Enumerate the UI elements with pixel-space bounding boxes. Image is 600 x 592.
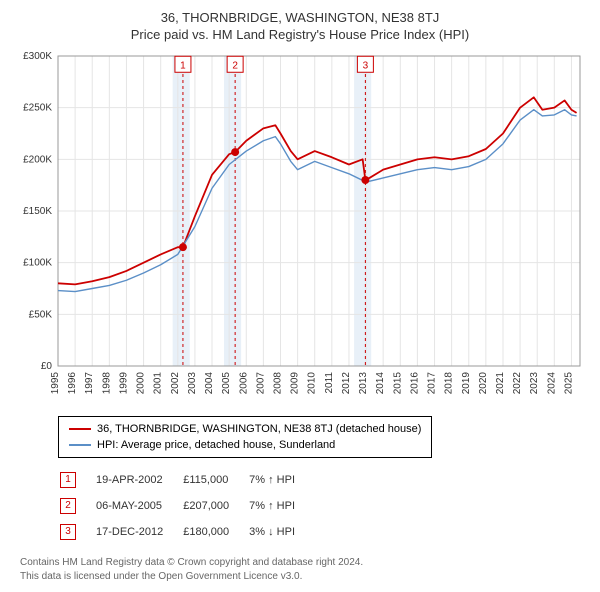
legend-swatch (69, 428, 91, 430)
svg-text:2006: 2006 (238, 372, 249, 395)
svg-text:3: 3 (363, 60, 369, 71)
attribution-footer: Contains HM Land Registry data © Crown c… (20, 556, 590, 584)
svg-text:2017: 2017 (427, 372, 438, 395)
marker-pct: 7% ↑ HPI (249, 468, 313, 492)
svg-text:£150K: £150K (23, 206, 52, 217)
svg-text:2003: 2003 (187, 372, 198, 395)
legend-swatch (69, 444, 91, 446)
svg-text:2024: 2024 (546, 372, 557, 395)
marker-chip: 1 (60, 472, 76, 488)
svg-text:1: 1 (180, 60, 186, 71)
svg-text:2025: 2025 (563, 372, 574, 395)
chart-container: 36, THORNBRIDGE, WASHINGTON, NE38 8TJ Pr… (0, 0, 600, 592)
svg-text:2: 2 (232, 60, 238, 71)
marker-date: 19-APR-2002 (96, 468, 181, 492)
svg-text:£200K: £200K (23, 154, 52, 165)
svg-text:2015: 2015 (392, 372, 403, 395)
svg-text:1999: 1999 (118, 372, 129, 395)
svg-text:1998: 1998 (101, 372, 112, 395)
svg-text:2011: 2011 (324, 372, 335, 394)
marker-date: 17-DEC-2012 (96, 520, 181, 544)
svg-text:£100K: £100K (23, 258, 52, 269)
svg-text:2009: 2009 (290, 372, 301, 395)
legend-label: HPI: Average price, detached house, Sund… (97, 439, 335, 451)
marker-pct: 3% ↓ HPI (249, 520, 313, 544)
svg-text:2016: 2016 (409, 372, 420, 395)
marker-price: £180,000 (183, 520, 247, 544)
svg-text:2018: 2018 (444, 372, 455, 395)
footer-line: Contains HM Land Registry data © Crown c… (20, 556, 590, 570)
svg-text:2000: 2000 (136, 372, 147, 395)
svg-text:2022: 2022 (512, 372, 523, 395)
marker-price: £115,000 (183, 468, 247, 492)
svg-text:2014: 2014 (375, 372, 386, 395)
marker-row: 2 06-MAY-2005£207,0007% ↑ HPI (60, 494, 313, 518)
event-markers-table: 1 19-APR-2002£115,0007% ↑ HPI 2 06-MAY-2005… (58, 466, 315, 546)
svg-text:2023: 2023 (529, 372, 540, 395)
marker-row: 1 19-APR-2002£115,0007% ↑ HPI (60, 468, 313, 492)
svg-text:1995: 1995 (50, 372, 61, 395)
svg-text:2005: 2005 (221, 372, 232, 395)
marker-chip: 3 (60, 524, 76, 540)
svg-text:2010: 2010 (307, 372, 318, 395)
legend-item: HPI: Average price, detached house, Sund… (69, 437, 421, 453)
svg-text:2004: 2004 (204, 372, 215, 395)
svg-text:2013: 2013 (358, 372, 369, 395)
svg-text:1996: 1996 (67, 372, 78, 395)
svg-text:£50K: £50K (29, 309, 53, 320)
legend-item: 36, THORNBRIDGE, WASHINGTON, NE38 8TJ (d… (69, 421, 421, 437)
marker-date: 06-MAY-2005 (96, 494, 181, 518)
svg-text:2008: 2008 (272, 372, 283, 395)
marker-price: £207,000 (183, 494, 247, 518)
svg-text:2001: 2001 (153, 372, 164, 395)
chart-legend: 36, THORNBRIDGE, WASHINGTON, NE38 8TJ (d… (58, 416, 432, 458)
svg-text:1997: 1997 (84, 372, 95, 395)
chart-title-address: 36, THORNBRIDGE, WASHINGTON, NE38 8TJ (10, 10, 590, 25)
legend-label: 36, THORNBRIDGE, WASHINGTON, NE38 8TJ (d… (97, 423, 421, 435)
marker-chip: 2 (60, 498, 76, 514)
svg-text:2002: 2002 (170, 372, 181, 395)
marker-row: 3 17-DEC-2012£180,0003% ↓ HPI (60, 520, 313, 544)
svg-text:2007: 2007 (255, 372, 266, 395)
svg-text:2019: 2019 (461, 372, 472, 395)
line-chart: £0 £50K £100K £150K £200K £250K £300K 1995 1996 1… (10, 50, 590, 410)
svg-text:2012: 2012 (341, 372, 352, 395)
svg-text:£0: £0 (41, 361, 53, 372)
chart-title-sub: Price paid vs. HM Land Registry's House … (10, 27, 590, 42)
svg-text:£250K: £250K (23, 103, 52, 114)
svg-text:£300K: £300K (23, 51, 52, 62)
marker-pct: 7% ↑ HPI (249, 494, 313, 518)
svg-text:2021: 2021 (495, 372, 506, 395)
footer-line: This data is licensed under the Open Gov… (20, 570, 590, 584)
svg-text:2020: 2020 (478, 372, 489, 395)
